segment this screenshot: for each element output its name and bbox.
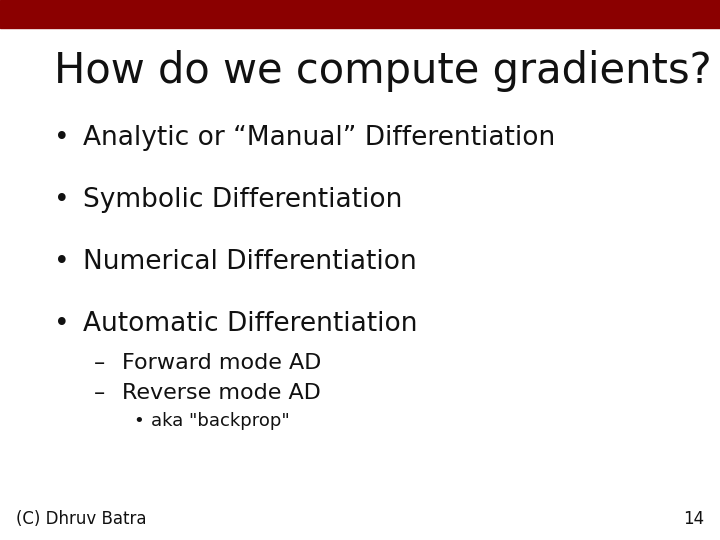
Text: •: • [54,187,70,213]
Text: •: • [133,412,144,430]
Text: How do we compute gradients?: How do we compute gradients? [54,50,711,92]
Bar [0,0,720,28]
Text: •: • [54,311,70,337]
Text: aka "backprop": aka "backprop" [151,412,290,430]
Text: Reverse mode AD: Reverse mode AD [122,383,321,403]
Text: Analytic or “Manual” Differentiation: Analytic or “Manual” Differentiation [83,125,555,151]
Text: •: • [54,249,70,275]
Text: 14: 14 [683,510,704,528]
Text: (C) Dhruv Batra: (C) Dhruv Batra [16,510,146,528]
Text: •: • [54,125,70,151]
Text: Numerical Differentiation: Numerical Differentiation [83,249,417,275]
Text: Symbolic Differentiation: Symbolic Differentiation [83,187,402,213]
Text: Forward mode AD: Forward mode AD [122,353,322,373]
Text: Automatic Differentiation: Automatic Differentiation [83,311,418,337]
Text: –: – [94,353,105,373]
Text: –: – [94,383,105,403]
